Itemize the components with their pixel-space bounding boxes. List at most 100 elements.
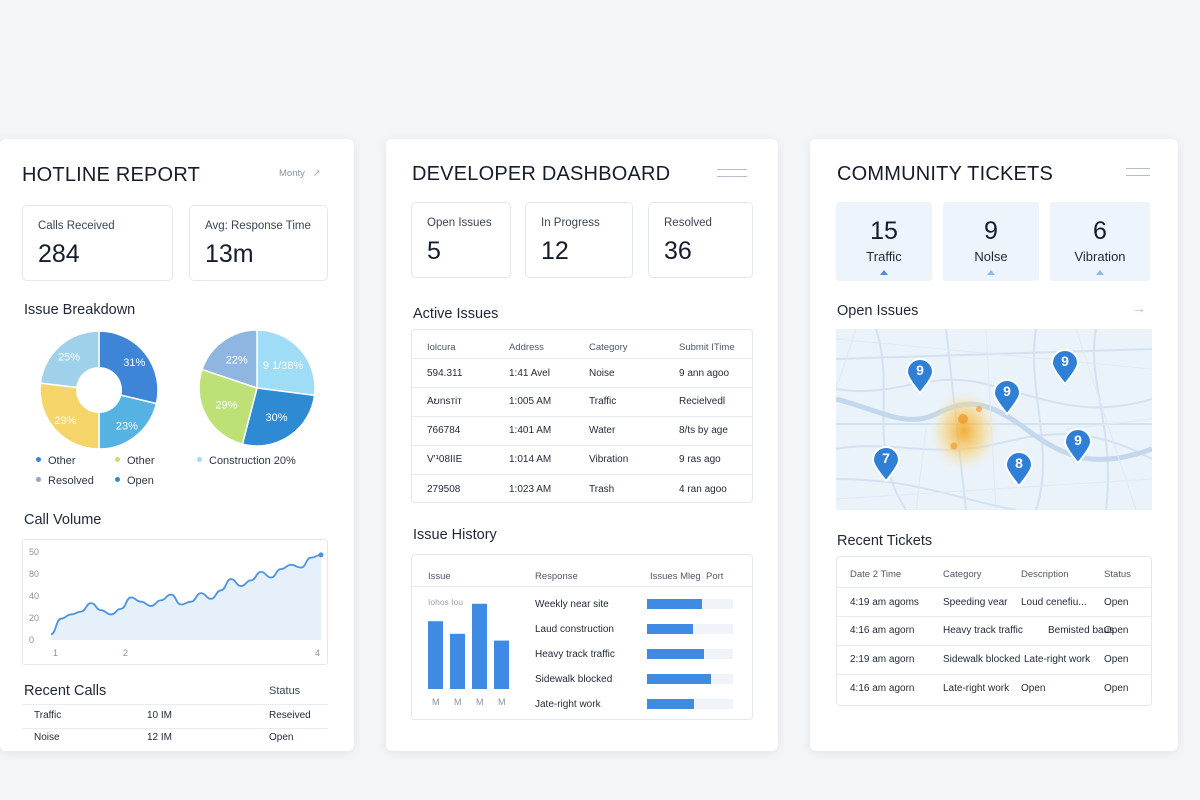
history-row[interactable]: Jate-right work [535, 696, 745, 716]
issue-category: Traffic [589, 396, 617, 407]
issue-time: Recielvedl [679, 396, 726, 407]
stat-value: 12 [541, 237, 569, 265]
pie-slice[interactable] [201, 329, 258, 390]
table-row[interactable]: V'¹08IIE 1:014 AM Vibration 9 ras ago [412, 446, 752, 474]
hotline-report-card: HOTLINE REPORT Monty ↗ Calls Received 28… [0, 139, 354, 751]
issue-id: 594.311 [427, 368, 463, 379]
menu-icon[interactable] [717, 169, 747, 177]
table-row[interactable]: 766784 1:401 AM Water 8/ts by age [412, 417, 752, 445]
legend-label: Other [127, 455, 155, 467]
column-header: Port [706, 571, 724, 582]
open-issues-title: Open Issues [837, 303, 919, 319]
issue-address: 1:014 AM [509, 454, 552, 465]
map-pin-icon[interactable]: 9 [992, 379, 1022, 416]
column-header: Date 2 Time [850, 569, 902, 580]
resolved-stat: Resolved 36 [648, 202, 753, 278]
x-tick-label: M [432, 697, 440, 707]
history-bar[interactable] [428, 621, 443, 689]
call-status: Open [269, 732, 294, 743]
history-row-label: Jate-right work [535, 699, 601, 710]
developer-dashboard-card: DEVELOPER DASHBOARD Open Issues 5 In Pro… [386, 139, 778, 751]
history-bar-fill [647, 674, 711, 684]
menu-icon[interactable] [1126, 168, 1150, 176]
recent-tickets-table: Date 2 Time Category Description Status … [836, 556, 1152, 706]
y-tick-label: 50 [29, 547, 39, 557]
map-pin-layer: 9 9 9 9 7 8 [836, 329, 1152, 510]
arrow-right-icon[interactable]: → [1132, 300, 1146, 316]
ticket-date: 4:19 am agoms [850, 597, 919, 608]
table-row[interactable]: Aບnsтіт 1:005 AM Traffic Recielvedl [412, 388, 752, 416]
divider [412, 358, 752, 359]
table-row[interactable]: Traffic 10 IM Reseived [22, 706, 328, 728]
table-row[interactable]: 4:16 am agorn Late-right work Open Open [837, 675, 1151, 703]
history-bar[interactable] [450, 633, 465, 689]
history-bar[interactable] [472, 603, 487, 689]
pie-slice-label: 30% [265, 412, 287, 424]
table-row[interactable]: 594.311 1:41 Avel Noise 9 ann agoo [412, 359, 752, 387]
tile-label: Nolse [974, 249, 1008, 264]
pie-slice-label: 25% [58, 351, 80, 363]
map-canvas [836, 329, 1152, 510]
map-pin-icon[interactable]: 9 [1063, 428, 1093, 465]
history-row-label: Heavy track traffic [535, 649, 615, 660]
call-status: Reseived [269, 710, 311, 721]
tile-noise[interactable]: 9 Nolse [943, 202, 1039, 281]
ticket-category: Sidewalk blocked [943, 654, 1021, 665]
map-pin-icon[interactable]: 7 [871, 446, 901, 483]
period-link[interactable]: Monty ↗ [279, 168, 320, 179]
ticket-category: Speeding vear [943, 597, 1008, 608]
hotline-title: HOTLINE REPORT [22, 164, 201, 186]
history-chart-label: Iohos Iou [428, 597, 463, 607]
community-tickets-card: COMMUNITY TICKETS 15 Traffic 9 Nolse 6 V… [810, 139, 1178, 751]
divider [412, 445, 752, 446]
ticket-description: Bemisted baus [1048, 625, 1115, 636]
tile-vibration[interactable]: 6 Vibration [1050, 202, 1150, 281]
legend-item: Resolved [36, 475, 94, 487]
issue-address: 1:005 AM [509, 396, 552, 407]
pie-slice-label: 29% [54, 415, 76, 427]
open-issues-stat: Open Issues 5 [411, 202, 511, 278]
legend-item: Construction 20% [197, 455, 296, 467]
stat-value: 5 [427, 237, 441, 265]
history-bar-fill [647, 649, 704, 659]
pie-slice-label: 29% [215, 400, 237, 412]
call-type: Traffic [34, 710, 62, 721]
issue-time: 8/ts by age [679, 425, 728, 436]
map-pin-icon[interactable]: 8 [1004, 451, 1034, 488]
pie-slice[interactable] [198, 368, 258, 446]
tile-traffic[interactable]: 15 Traffic [836, 202, 932, 281]
pie-slice-label: 9 1/38% [263, 360, 304, 372]
pie-slice[interactable] [241, 387, 316, 447]
table-row[interactable]: 279508 1:023 AM Trash 4 ran agoo [412, 475, 752, 503]
pie-slice[interactable] [256, 329, 316, 397]
history-row[interactable]: Weekly near site [535, 596, 745, 616]
table-row[interactable]: 4:16 am agorn Heavy track traffic Bemist… [837, 617, 1151, 645]
donut-hole [76, 367, 122, 413]
stat-value: 13m [205, 240, 254, 268]
table-row[interactable]: Noise 12 IM Open [22, 728, 328, 750]
tile-label: Vibration [1074, 249, 1126, 264]
history-row[interactable]: Heavy track traffic [535, 646, 745, 666]
map-pin-icon[interactable]: 9 [905, 358, 935, 395]
history-bar[interactable] [494, 640, 509, 689]
x-tick-label: M [476, 697, 484, 707]
table-row[interactable]: 4:19 am agoms Speeding vear Loud cenefiu… [837, 588, 1151, 616]
history-row[interactable]: Sidewalk blocked [535, 671, 745, 691]
ticket-date: 2:19 am agorn [850, 654, 915, 665]
ticket-status: Open [1104, 597, 1129, 608]
divider [837, 587, 1151, 588]
history-row[interactable]: Laud construction [535, 621, 745, 641]
issue-category: Noise [589, 368, 615, 379]
map-pin-icon[interactable]: 9 [1050, 349, 1080, 386]
call-volume-endpoint [318, 552, 324, 558]
legend-dot [36, 477, 41, 482]
open-issues-map[interactable]: 9 9 9 9 7 8 [836, 329, 1152, 510]
y-tick-label: 80 [29, 569, 39, 579]
issue-category: Trash [589, 484, 615, 495]
divider [412, 586, 752, 587]
stat-label: Avg: Response Time [205, 220, 311, 232]
column-header: Address [509, 342, 544, 353]
table-row[interactable]: 2:19 am agorn Sidewalk blocked Late-righ… [837, 646, 1151, 674]
history-bar-fill [647, 599, 702, 609]
y-tick-label: 40 [29, 591, 39, 601]
